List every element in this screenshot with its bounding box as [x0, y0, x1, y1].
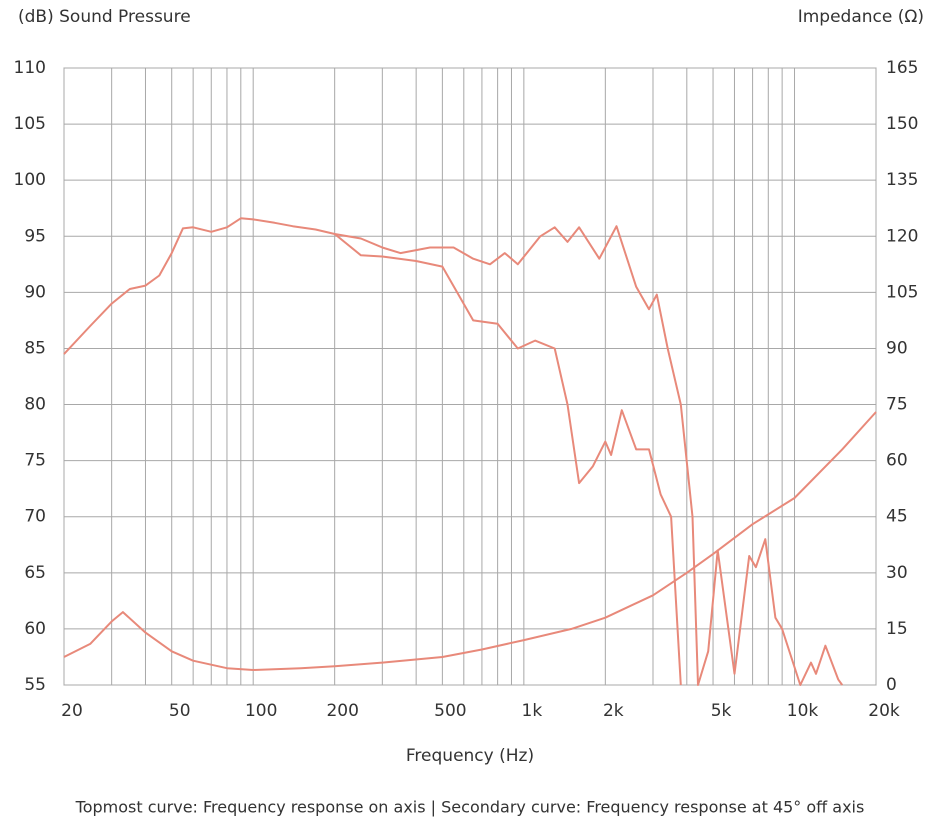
x-tick-label: 10k [787, 701, 819, 721]
y2-tick-label: 90 [886, 338, 908, 358]
y2-tick-label: 60 [886, 451, 908, 471]
y2-tick-label: 75 [886, 395, 908, 415]
y-tick-label: 100 [14, 170, 46, 190]
y2-tick-label: 150 [886, 114, 918, 134]
y-tick-label: 90 [24, 282, 46, 302]
y-tick-label: 75 [24, 451, 46, 471]
y2-tick-label: 165 [886, 58, 918, 78]
y-tick-label: 95 [24, 226, 46, 246]
x-tick-label: 200 [326, 701, 358, 721]
y-tick-label: 110 [14, 58, 46, 78]
footnote: Topmost curve: Frequency response on axi… [75, 798, 865, 817]
plot-frame [63, 67, 877, 686]
x-tick-label: 100 [245, 701, 277, 721]
y2-axis-label: Impedance (Ω) [798, 7, 924, 27]
y-tick-label: 85 [24, 338, 46, 358]
y2-tick-label: 105 [886, 282, 918, 302]
y-tick-label: 70 [24, 507, 46, 527]
x-tick-label: 20 [61, 701, 83, 721]
y-tick-label: 55 [24, 675, 46, 695]
x-tick-label: 5k [711, 701, 732, 721]
y2-tick-label: 120 [886, 226, 918, 246]
y-tick-label: 80 [24, 395, 46, 415]
y2-tick-label: 30 [886, 563, 908, 583]
y2-tick-label: 15 [886, 619, 908, 639]
x-tick-label: 1k [522, 701, 543, 721]
x-tick-label: 2k [603, 701, 624, 721]
x-axis-label: Frequency (Hz) [406, 746, 534, 766]
x-tick-label: 20k [868, 701, 900, 721]
series-line [334, 233, 682, 686]
y-tick-label: 105 [14, 114, 46, 134]
y-tick-label: 65 [24, 563, 46, 583]
y-axis-label: (dB) Sound Pressure [18, 7, 191, 27]
y-tick-label: 60 [24, 619, 46, 639]
y2-tick-label: 45 [886, 507, 908, 527]
y2-tick-label: 135 [886, 170, 918, 190]
series-line [63, 217, 844, 686]
y2-tick-label: 0 [886, 675, 897, 695]
x-tick-label: 50 [169, 701, 191, 721]
x-tick-label: 500 [434, 701, 466, 721]
series-line [63, 411, 877, 671]
